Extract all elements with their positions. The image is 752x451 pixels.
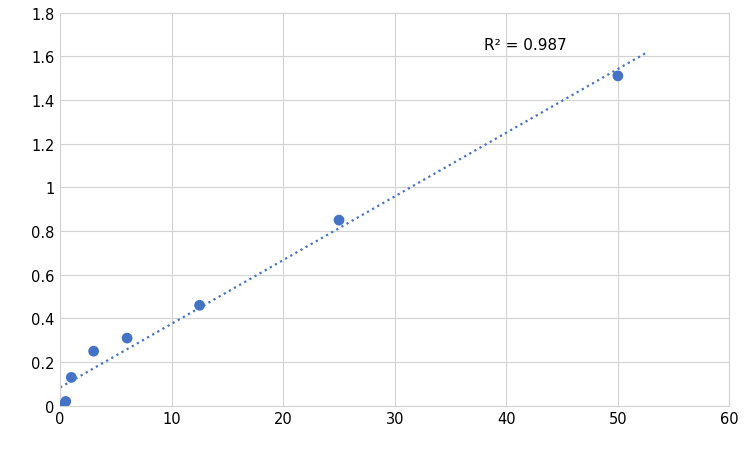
- Point: [121, 335, 133, 342]
- Point: [65, 374, 77, 381]
- Point: [59, 398, 71, 405]
- Text: R² = 0.987: R² = 0.987: [484, 38, 567, 53]
- Point: [193, 302, 205, 309]
- Point: [54, 402, 66, 410]
- Point: [612, 73, 624, 80]
- Point: [333, 217, 345, 224]
- Point: [87, 348, 99, 355]
